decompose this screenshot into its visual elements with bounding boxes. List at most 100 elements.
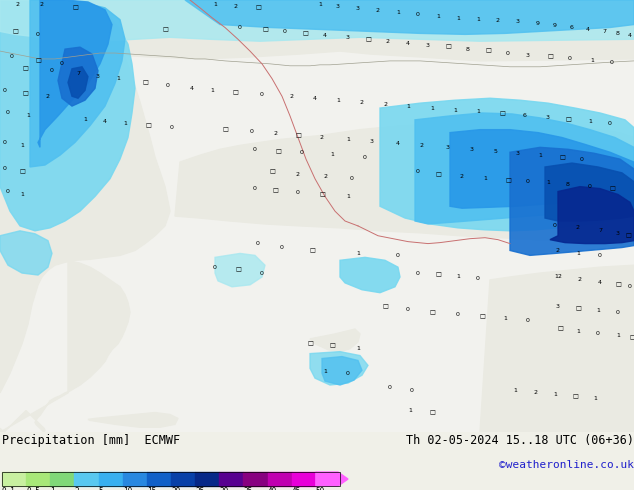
Text: 20: 20 [171,487,180,490]
Text: 2: 2 [578,277,582,282]
Text: □: □ [275,149,281,154]
Text: □: □ [629,335,634,341]
Text: 0: 0 [170,125,174,130]
Text: □: □ [429,410,435,415]
Text: 0: 0 [280,245,284,250]
Polygon shape [480,265,634,432]
Text: 1: 1 [436,14,440,19]
Text: □: □ [232,90,238,95]
Text: 1: 1 [476,17,480,22]
Text: 5: 5 [493,149,497,154]
Polygon shape [545,163,634,221]
Text: 4: 4 [396,141,400,146]
Text: 0: 0 [256,241,260,246]
Text: Th 02-05-2024 15..18 UTC (06+36): Th 02-05-2024 15..18 UTC (06+36) [406,434,634,447]
Text: 2: 2 [576,225,580,230]
Text: 6: 6 [570,25,574,30]
Text: 4: 4 [586,27,590,32]
Text: 3: 3 [516,151,520,156]
Text: 1: 1 [50,487,55,490]
Text: □: □ [435,272,441,277]
Text: 1: 1 [323,369,327,374]
Text: 2: 2 [556,248,560,253]
Bar [98,472,123,486]
Text: 5: 5 [98,487,103,490]
Text: 2: 2 [386,39,390,44]
Text: 3: 3 [336,4,340,9]
Text: 1: 1 [576,329,580,335]
Polygon shape [175,123,634,245]
Text: 0: 0 [388,386,392,391]
Text: 3: 3 [446,145,450,150]
Text: □: □ [365,37,371,42]
Text: 4: 4 [598,280,602,285]
Text: 8: 8 [616,31,620,36]
Text: 0: 0 [283,29,287,34]
Text: 2: 2 [296,172,300,177]
Text: 15: 15 [147,487,156,490]
Text: 4: 4 [323,33,327,38]
Text: 0: 0 [616,310,620,315]
Text: 1: 1 [553,392,557,397]
Polygon shape [0,0,135,231]
Text: 4: 4 [628,33,632,38]
Text: 35: 35 [243,487,253,490]
Text: □: □ [19,170,25,174]
Text: 1: 1 [456,16,460,21]
Text: 1: 1 [356,346,360,351]
Text: 0: 0 [300,150,304,155]
Text: 9: 9 [553,23,557,28]
Text: 0: 0 [628,284,632,289]
Text: □: □ [235,268,241,272]
Text: □: □ [609,186,615,191]
Text: 0: 0 [416,12,420,17]
Text: 2: 2 [74,487,79,490]
Text: □: □ [145,123,151,128]
Text: 1: 1 [456,274,460,279]
Text: □: □ [12,29,18,34]
Text: 2: 2 [290,94,294,99]
Text: □: □ [429,310,435,315]
Text: 1: 1 [20,143,24,148]
Text: 1: 1 [593,396,597,401]
Text: 2: 2 [320,135,324,140]
Text: 0: 0 [416,270,420,275]
Text: 7: 7 [602,29,606,34]
Text: 6: 6 [523,113,527,119]
Bar [123,472,147,486]
Text: 1: 1 [123,121,127,126]
Bar [74,472,98,486]
Text: 4: 4 [313,96,317,101]
Text: 0: 0 [238,25,242,30]
Text: 0: 0 [3,88,7,93]
Text: 2: 2 [383,101,387,107]
Bar [292,472,316,486]
Text: 2: 2 [273,131,277,136]
Text: 2: 2 [460,174,464,179]
Text: 0: 0 [526,179,530,184]
Text: □: □ [329,343,335,348]
Text: 1: 1 [346,137,350,142]
Bar [171,472,195,486]
Text: 0.1: 0.1 [2,487,16,490]
Bar [243,472,268,486]
Bar [26,472,50,486]
Text: 3: 3 [556,304,560,309]
Text: 2: 2 [46,94,50,99]
Text: 0: 0 [296,190,300,195]
Text: 1: 1 [513,389,517,393]
Text: 0: 0 [250,129,254,134]
Text: 0: 0 [456,312,460,317]
Text: 3: 3 [526,52,530,57]
Bar [50,472,74,486]
Text: 1: 1 [318,2,322,7]
Text: 1: 1 [213,2,217,7]
Text: □: □ [272,188,278,193]
Polygon shape [38,0,112,147]
Polygon shape [0,231,52,275]
Text: 2: 2 [323,174,327,179]
Text: 1: 1 [356,251,360,256]
Text: 1: 1 [483,176,487,181]
Text: 4: 4 [406,41,410,46]
Text: 3: 3 [426,43,430,48]
